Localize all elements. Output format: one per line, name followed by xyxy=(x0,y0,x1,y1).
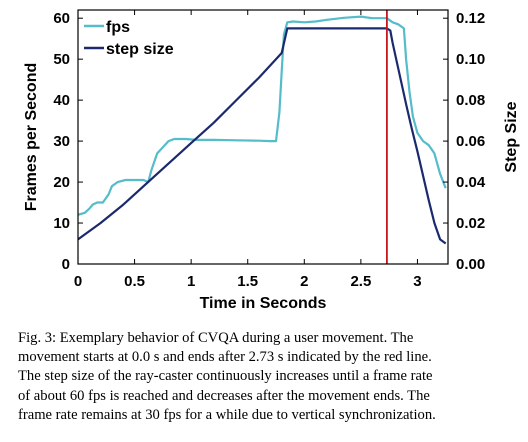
figure-caption: Fig. 3: Exemplary behavior of CVQA durin… xyxy=(18,329,516,425)
x-tick-label: 2.5 xyxy=(350,273,371,290)
series-line-fps xyxy=(78,15,447,216)
x-tick-label: 1.5 xyxy=(237,273,258,290)
caption-line: frame rate remains at 30 fps for a while… xyxy=(18,406,436,423)
series-line-step-size xyxy=(78,27,447,245)
fps-step-size-chart: 0 0.5 1 1.5 2 2.5 301020304050600.000.020.040.… xyxy=(23,9,520,312)
y-left-tick-label: 0 xyxy=(62,256,70,273)
caption-line: movement starts at 0.0 s and ends after … xyxy=(18,349,432,366)
y-right-tick-label: 0.02 xyxy=(456,215,485,232)
x-tick-label: 1 xyxy=(187,273,195,290)
x-tick-label: 3 xyxy=(413,273,421,290)
y-right-tick-label: 0.10 xyxy=(456,51,485,68)
y-right-tick-label: 0.06 xyxy=(456,133,485,150)
caption-line: of about 60 fps is reached and decreases… xyxy=(18,387,430,404)
caption-line: Fig. 3: Exemplary behavior of CVQA durin… xyxy=(18,330,414,346)
caption-line: The step size of the ray-caster continuo… xyxy=(18,368,433,385)
y-right-tick-label: 0.00 xyxy=(456,256,485,273)
plot-frame xyxy=(77,9,449,265)
plot-area xyxy=(78,10,447,264)
y-right-tick-label: 0.04 xyxy=(456,174,486,191)
y-left-tick-label: 20 xyxy=(53,174,70,191)
x-tick-label: 0.5 xyxy=(124,273,145,290)
y-left-tick-label: 50 xyxy=(53,51,70,68)
axes: 0 0.5 1 1.5 2 2.5 301020304050600.000.020.040.… xyxy=(23,9,520,312)
y-left-tick-label: 10 xyxy=(53,215,70,232)
y-left-tick-label: 40 xyxy=(53,92,70,109)
y-left-tick-label: 60 xyxy=(53,10,70,27)
x-tick-label: 2 xyxy=(300,273,308,290)
legend-label: fps xyxy=(106,19,130,36)
x-axis-title: Time in Seconds xyxy=(200,295,327,312)
y-right-tick-label: 0.12 xyxy=(456,10,485,27)
y-left-axis-title: Frames per Second xyxy=(23,63,40,212)
legend-label: step size xyxy=(106,41,174,58)
legend: fps step size xyxy=(84,19,174,58)
y-left-tick-label: 30 xyxy=(53,133,70,150)
y-right-tick-label: 0.08 xyxy=(456,92,485,109)
y-right-axis-title: Step Size xyxy=(503,101,520,172)
x-tick-label: 0 xyxy=(74,273,82,290)
